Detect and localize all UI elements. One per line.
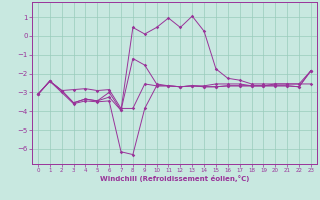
X-axis label: Windchill (Refroidissement éolien,°C): Windchill (Refroidissement éolien,°C) bbox=[100, 175, 249, 182]
